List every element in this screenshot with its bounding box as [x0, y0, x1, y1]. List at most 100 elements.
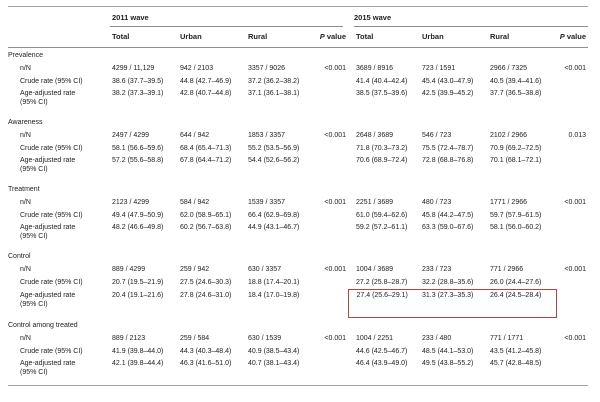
row-label-line: Age-adjusted rate: [20, 90, 76, 97]
section-row: Treatment: [8, 182, 588, 196]
row-label-line: (95% CI): [20, 300, 48, 308]
value-cell: 45.7 (42.8–48.5): [488, 358, 557, 386]
section-row: Control: [8, 249, 588, 263]
row-label-line: (95% CI): [20, 166, 48, 173]
table-row: n/N 889 / 4299 259 / 942 630 / 3357 <0.001 10…: [8, 263, 588, 276]
value-cell: 40.7 (38.1–43.4): [246, 358, 311, 386]
value-cell: 48.5 (44.1–53.0): [422, 348, 474, 355]
value-cell: 233 / 723: [422, 266, 452, 273]
value-cell: 59.7 (57.9–61.5): [490, 212, 542, 219]
value-cell: 2251 / 3689: [356, 199, 393, 206]
p-value-cell: <0.001: [564, 65, 587, 72]
value-cell: 2966 / 7325: [490, 65, 527, 72]
row-label-line: Age-adjusted rate: [20, 291, 76, 299]
p-value-cell: [556, 276, 588, 290]
p-value-cell: [556, 209, 588, 222]
value-cell: 2102 / 2966: [490, 132, 527, 139]
row-label: Age-adjusted rate (95% CI): [8, 290, 110, 318]
table-row: n/N 2123 / 4299 584 / 942 1539 / 3357 <0.001…: [8, 196, 588, 209]
row-label: Age-adjusted rate (95% CI): [8, 155, 110, 182]
value-cell: 259 / 584: [180, 335, 210, 342]
p-value-cell: <0.001: [324, 266, 347, 273]
section-label: Control: [8, 253, 31, 260]
table-row: Crude rate (95% CI) 41.9 (39.8–44.0) 44.3 …: [8, 345, 588, 358]
value-cell: 72.8 (68.8–76.8): [422, 157, 474, 164]
value-cell: 46.3 (41.6–51.0): [178, 358, 246, 386]
value-cell: 54.4 (52.6–56.2): [248, 157, 300, 164]
table-row: Crude rate (95% CI) 38.6 (37.7–39.5) 44.8 …: [8, 75, 588, 88]
value-cell: 259 / 942: [180, 266, 210, 273]
table-row: n/N 4299 / 11,129 942 / 2103 3357 / 9026 <0.…: [8, 62, 588, 75]
row-label: Crude rate (95% CI): [20, 279, 83, 287]
value-cell: 55.2 (53.5–56.9): [248, 145, 300, 152]
column-header-urban-2011: Urban: [178, 27, 246, 48]
column-header-pvalue-2015: P value: [556, 27, 589, 48]
row-label: Crude rate (95% CI): [20, 348, 83, 355]
value-cell: 44.6 (42.5–46.7): [356, 348, 408, 355]
p-value-cell: [311, 88, 348, 115]
p-value-cell: 0.013: [568, 132, 587, 139]
value-cell: 44.8 (42.7–46.9): [180, 78, 232, 85]
value-cell: 41.4 (40.4–42.4): [356, 78, 408, 85]
value-cell: 38.6 (37.7–39.5): [112, 78, 164, 85]
row-label-line: Age-adjusted rate: [20, 157, 76, 164]
row-label: n/N: [20, 65, 31, 72]
p-value-cell: [311, 209, 348, 222]
p-value-cell: [311, 345, 348, 358]
value-cell: 38.2 (37.3–39.1): [112, 90, 164, 97]
table-row: n/N 2497 / 4299 644 / 942 1853 / 3357 <0.001…: [8, 129, 588, 142]
p-value-italic-p: P: [559, 32, 565, 41]
value-cell: 4299 / 11,129: [112, 65, 155, 72]
table-row: n/N 889 / 2123 259 / 584 630 / 1539 <0.001 10…: [8, 332, 588, 345]
value-cell: 480 / 723: [422, 199, 452, 206]
p-value-cell: <0.001: [564, 335, 587, 342]
row-label: Age-adjusted rate (95% CI): [8, 358, 110, 386]
value-cell: 62.0 (58.9–65.1): [180, 212, 232, 219]
value-cell: 1004 / 2251: [356, 335, 393, 342]
value-cell: 37.2 (36.2–38.2): [248, 78, 300, 85]
table-header: 2011 wave 2015 wave Total Urban Rural P …: [8, 7, 589, 48]
value-cell: 18.8 (17.4–20.1): [248, 279, 300, 287]
p-value-cell: [556, 358, 589, 386]
value-cell: 889 / 2123: [112, 335, 146, 342]
column-header-total-2015: Total: [348, 27, 421, 48]
table-row: Age-adjusted rate (95% CI) 20.4 (19.1–21.6…: [8, 289, 588, 318]
value-cell: 57.2 (55.6–58.8): [112, 157, 164, 164]
highlighted-value-cell: 27.4 (25.6–29.1): [347, 289, 421, 318]
value-cell: 1004 / 3689: [356, 266, 393, 273]
row-label-line: Age-adjusted rate: [20, 224, 76, 231]
value-cell: 1539 / 3357: [248, 199, 285, 206]
value-cell: 2123 / 4299: [112, 199, 149, 206]
section-label: Prevalence: [8, 52, 44, 59]
label-column-header: [8, 27, 110, 48]
value-cell: 43.5 (41.2–45.8): [490, 348, 542, 355]
row-label: n/N: [20, 266, 31, 273]
table-row: Crude rate (95% CI) 49.4 (47.9–50.9) 62.0 …: [8, 209, 588, 222]
value-cell: 40.9 (38.5–43.4): [248, 348, 300, 355]
value-cell: 26.0 (24.4–27.6): [490, 279, 542, 286]
p-value-cell: [311, 358, 349, 386]
section-row: Awareness: [8, 115, 588, 129]
p-value-cell: [311, 75, 348, 88]
table-row: Age-adjusted rate (95% CI) 57.2 (55.6–58.8…: [8, 155, 588, 182]
row-label: n/N: [20, 335, 31, 342]
row-label-line: Age-adjusted rate: [20, 360, 76, 367]
label-column-spacer: [8, 7, 110, 28]
column-header-pvalue-2011: P value: [311, 27, 349, 48]
row-label: Crude rate (95% CI): [20, 78, 83, 85]
value-cell: 1853 / 3357: [248, 132, 285, 139]
value-cell: 20.7 (19.5–21.9): [112, 279, 164, 287]
p-value-cell: [311, 155, 348, 182]
p-value-cell: [556, 155, 588, 182]
wave-header-2015-label: 2015 wave: [354, 10, 589, 27]
value-cell: 61.0 (59.4–62.6): [356, 212, 408, 219]
p-value-cell: <0.001: [564, 266, 587, 273]
value-cell: 60.2 (56.7–63.8): [180, 224, 232, 231]
table-body: Prevalence n/N 4299 / 11,129 942 / 2103 3357…: [8, 48, 589, 386]
highlighted-value-cell: 31.3 (27.3–35.3): [420, 289, 489, 318]
value-cell: 44.3 (40.3–48.4): [180, 348, 232, 355]
value-cell: 3357 / 9026: [248, 65, 285, 72]
value-cell: 233 / 480: [422, 335, 452, 342]
p-value-cell: <0.001: [324, 335, 347, 342]
value-cell: 32.2 (28.8–35.6): [422, 279, 474, 286]
